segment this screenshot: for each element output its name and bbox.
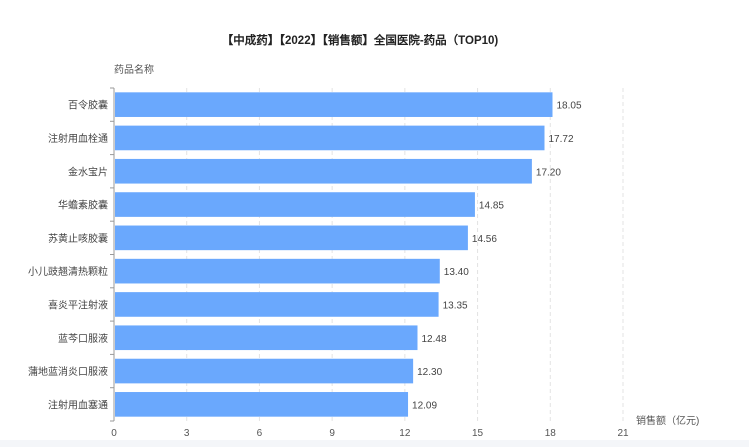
x-tick-label: 15 bbox=[472, 428, 484, 439]
category-label: 蒲地蓝消炎口服液 bbox=[28, 365, 108, 378]
bar bbox=[115, 92, 553, 117]
data-label: 17.72 bbox=[548, 134, 573, 145]
category-label: 金水宝片 bbox=[68, 165, 108, 178]
category-label: 注射用血塞通 bbox=[48, 398, 108, 411]
data-label: 18.05 bbox=[556, 101, 581, 112]
data-label: 12.30 bbox=[417, 367, 442, 378]
data-label: 13.35 bbox=[443, 300, 468, 311]
data-label: 17.20 bbox=[536, 167, 561, 178]
x-axis-title: 销售额（亿元) bbox=[636, 414, 699, 427]
category-label: 百令胶囊 bbox=[68, 99, 108, 112]
bottom-strip bbox=[0, 440, 749, 447]
y-axis-title: 药品名称 bbox=[114, 63, 154, 76]
x-tick-label: 18 bbox=[545, 428, 557, 439]
category-label: 蓝芩口服液 bbox=[58, 332, 108, 345]
category-label: 苏黄止咳胶囊 bbox=[48, 232, 108, 245]
category-label: 小儿豉翘清热颗粒 bbox=[28, 265, 108, 278]
category-label: 华蟾素胶囊 bbox=[58, 199, 108, 212]
bar bbox=[115, 158, 532, 184]
x-tick-label: 9 bbox=[329, 428, 335, 439]
bar bbox=[115, 292, 439, 317]
data-label: 14.85 bbox=[479, 201, 504, 212]
category-label: 注射用血栓通 bbox=[48, 132, 108, 145]
bar bbox=[115, 325, 418, 351]
bar bbox=[115, 392, 409, 417]
data-label: 12.48 bbox=[421, 334, 446, 345]
x-tick-label: 3 bbox=[184, 428, 190, 439]
bars: 18.05 17.72 17.20 14.85 14.56 13.40 13.35 12.48… bbox=[115, 92, 582, 417]
bar bbox=[115, 225, 468, 251]
data-label: 13.40 bbox=[444, 267, 469, 278]
bar bbox=[115, 192, 475, 217]
x-tick-label: 6 bbox=[257, 428, 263, 439]
data-label: 12.09 bbox=[412, 400, 437, 411]
bar bbox=[115, 358, 414, 384]
data-label: 14.56 bbox=[472, 234, 497, 245]
x-tick-labels: 0 3 6 9 12 15 18 21 bbox=[111, 428, 629, 439]
category-labels: 百令胶囊注射用血栓通金水宝片华蟾素胶囊苏黄止咳胶囊小儿豉翘清热颗粒喜炎平注射液蓝… bbox=[28, 87, 114, 422]
bar bbox=[115, 258, 440, 284]
x-tick-label: 21 bbox=[617, 428, 629, 439]
bar bbox=[115, 125, 545, 151]
category-label: 喜炎平注射液 bbox=[48, 298, 108, 311]
x-tick-label: 0 bbox=[111, 428, 117, 439]
chart-title: 【中成药】【2022】【销售额】全国医院-药品（TOP10) bbox=[222, 33, 499, 47]
x-tick-label: 12 bbox=[399, 428, 411, 439]
